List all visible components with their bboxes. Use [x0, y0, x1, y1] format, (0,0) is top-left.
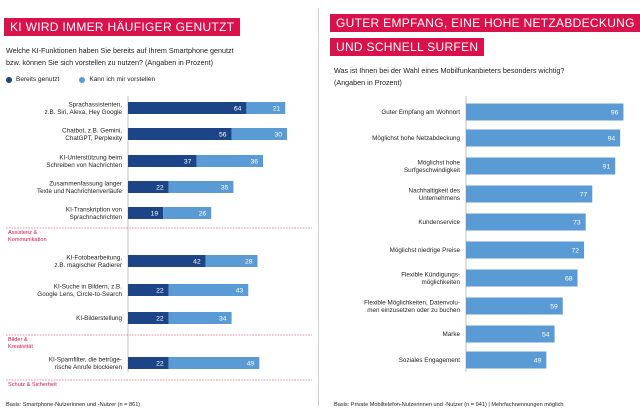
left-category-label: KI-Transkription von Sprachnachrichten [66, 206, 123, 221]
bar-imaginable [246, 102, 286, 114]
value-label-importance: 96 [611, 109, 619, 116]
bar-used [128, 128, 232, 140]
bar-used [128, 102, 247, 114]
value-label-used: 64 [234, 105, 242, 112]
right-category-label: Flexible Möglichkeiten, Datenvolu-men ei… [364, 299, 460, 314]
right-basis: Basis: Private Mobiltelefon-Nutzerinnen … [334, 402, 564, 408]
bar-imaginable [168, 284, 249, 296]
bar-imaginable [163, 207, 212, 219]
legend-label-imaginable: Kann ich mir vorstellen [89, 76, 156, 83]
value-label-imaginable: 26 [199, 210, 207, 217]
value-label-importance: 49 [534, 357, 542, 364]
value-label-imaginable: 28 [245, 258, 253, 265]
bar-imaginable [168, 312, 232, 324]
bar-imaginable [168, 181, 234, 193]
value-label-imaginable: 36 [250, 158, 258, 165]
right-category-label: Möglichst hohe Surfgeschwindigkeit [404, 159, 461, 174]
value-label-imaginable: 49 [247, 360, 255, 367]
value-label-importance: 73 [573, 219, 581, 226]
value-label-used: 37 [184, 158, 192, 165]
left-category-label: KI-Bilderstellung [76, 315, 122, 322]
bar-used [128, 207, 164, 219]
bar-used [128, 357, 169, 369]
bar-imaginable [205, 255, 258, 267]
legend-item-imaginable: Kann ich mir vorstellen [79, 76, 155, 83]
value-label-importance: 59 [550, 303, 558, 310]
right-question-line2: (Angaben in Prozent) [334, 78, 402, 87]
bar-imaginable [168, 357, 260, 369]
right-category-label: Flexible Kündigungs-möglichkeiten [401, 271, 460, 286]
left-category-label: Zusammenfassung langer Texte und Nachrich… [37, 180, 123, 195]
bar-imaginable [196, 155, 264, 167]
value-label-imaginable: 30 [275, 131, 283, 138]
bar-used [128, 284, 169, 296]
right-category-label: Marke [443, 331, 461, 338]
value-label-used: 22 [156, 184, 164, 191]
right-title-line1: GUTER EMPFANG, EINE HOHE NETZABDECKUNG [330, 14, 640, 32]
value-label-importance: 91 [603, 163, 611, 170]
left-category-label: KI-Spamfilter, die betrüge-rische Anrufe… [49, 356, 123, 371]
bar-importance [466, 213, 586, 231]
panel-divider [318, 8, 319, 406]
left-category-label: KI-Suche in Bildern, z.B. Google Lens, Ci… [37, 283, 122, 298]
left-question-line1: Welche KI-Funktionen haben Sie bereits a… [6, 46, 234, 55]
value-label-imaginable: 21 [273, 105, 281, 112]
value-label-used: 22 [156, 360, 164, 367]
right-category-label: Möglichst hohe Netzabdeckung [372, 135, 460, 142]
left-category-label: Chatbot, z.B. Gemini, ChatGPT, Perplexity [62, 127, 123, 142]
legend-label-used: Bereits genutzt [16, 76, 60, 83]
bar-importance [466, 103, 624, 121]
value-label-imaginable: 43 [236, 287, 244, 294]
value-label-importance: 94 [608, 135, 616, 142]
legend-swatch-used [6, 76, 12, 83]
right-category-label: Guter Empfang am Wohnort [381, 109, 460, 116]
legend-item-used: Bereits genutzt [6, 76, 59, 83]
right-title-line2: UND SCHNELL SURFEN [330, 38, 485, 56]
right-category-label: Möglichst niedrige Preise [390, 247, 461, 254]
bar-importance [466, 241, 585, 259]
value-label-used: 22 [156, 287, 164, 294]
left-basis: Basis: Smartphone-Nutzerinnen und -Nutze… [6, 402, 141, 408]
bar-used [128, 181, 169, 193]
value-label-imaginable: 35 [221, 184, 229, 191]
bar-importance [466, 269, 578, 287]
bar-imaginable [231, 128, 288, 140]
group-label: Assistenz & Kommunikation [8, 230, 47, 243]
right-panel: GUTER EMPFANG, EINE HOHE NETZABDECKUNG U… [326, 0, 640, 414]
value-label-used: 56 [219, 131, 227, 138]
right-category-label: Kundenservice [418, 219, 460, 226]
right-category-label: Soziales Engagement [399, 357, 461, 364]
value-label-imaginable: 34 [219, 315, 227, 322]
left-category-label: KI-Unterstützung beim Schreiben von Nachr… [46, 154, 122, 169]
right-question-line1: Was ist Ihnen bei der Wahl eines Mobilfu… [334, 66, 565, 75]
bar-used [128, 312, 169, 324]
value-label-importance: 77 [580, 191, 588, 198]
left-question-line2: bzw. können Sie sich vorstellen zu nutze… [6, 58, 213, 67]
legend: Bereits genutzt Kann ich mir vorstellen [6, 76, 175, 83]
value-label-used: 42 [193, 258, 201, 265]
value-label-importance: 54 [542, 331, 550, 338]
bar-importance [466, 129, 621, 147]
value-label-used: 22 [156, 315, 164, 322]
group-label: Schutz & Sicherheit [8, 382, 57, 388]
group-label: Bilder & Kreativität [8, 337, 33, 350]
bar-importance [466, 297, 563, 315]
bar-importance [466, 351, 547, 369]
left-panel: KI WIRD IMMER HÄUFIGER GENUTZT Welche KI… [0, 0, 312, 414]
left-category-label: Sprachassistenten, z.B. Siri, Alexa, Hey … [45, 101, 123, 116]
legend-swatch-imaginable [79, 76, 86, 83]
bar-importance [466, 325, 555, 343]
left-title: KI WIRD IMMER HÄUFIGER GENUTZT [4, 18, 241, 36]
value-label-importance: 72 [572, 247, 580, 254]
bar-used [128, 255, 206, 267]
bar-importance [466, 157, 616, 175]
bar-importance [466, 185, 593, 203]
right-category-label: Nachhaltigkeit des Unternehmens [409, 187, 460, 202]
bar-used [128, 155, 197, 167]
value-label-used: 19 [151, 210, 159, 217]
value-label-importance: 68 [565, 275, 573, 282]
left-category-label: KI-Fotobearbeitung, z.B. magischer Radier… [54, 254, 122, 269]
